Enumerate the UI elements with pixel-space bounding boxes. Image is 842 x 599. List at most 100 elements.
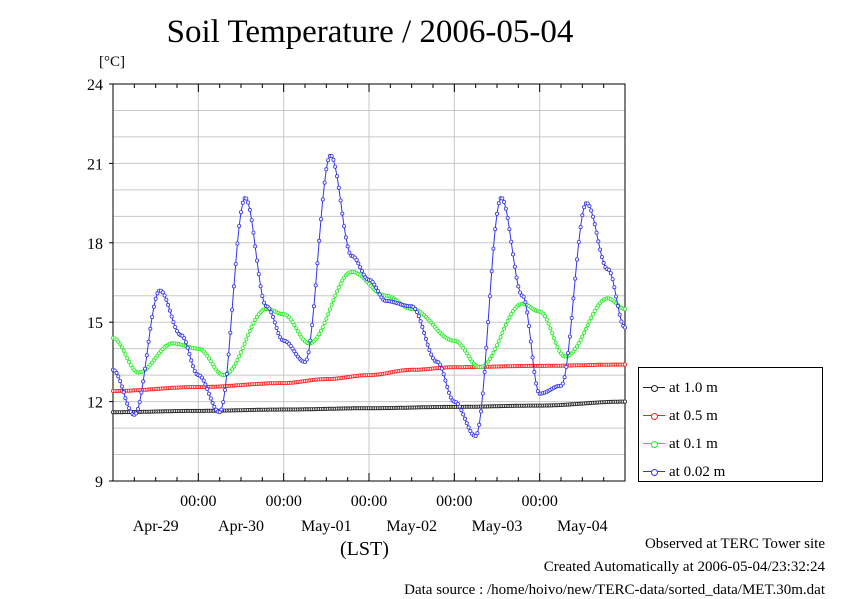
legend-item: at 0.1 m <box>639 430 822 458</box>
data-point <box>464 421 469 426</box>
data-point <box>201 378 206 383</box>
legend-label: at 0.02 m <box>669 463 726 480</box>
data-point <box>127 406 132 411</box>
data-point <box>500 196 505 201</box>
data-point <box>127 359 132 364</box>
footer-observed: Observed at TERC Tower site <box>644 536 825 552</box>
data-point <box>235 358 240 363</box>
data-point <box>591 312 596 317</box>
data-point <box>489 269 494 274</box>
data-point <box>377 292 382 297</box>
data-point <box>414 310 419 315</box>
data-point <box>500 330 505 335</box>
data-point <box>292 349 297 354</box>
data-point <box>534 381 539 386</box>
data-point <box>224 371 229 376</box>
data-point <box>443 378 448 383</box>
data-point <box>575 257 580 262</box>
data-point <box>148 326 153 331</box>
data-point <box>310 322 315 327</box>
data-point <box>498 335 503 340</box>
data-point <box>308 338 313 343</box>
data-point <box>438 362 443 367</box>
data-point <box>550 331 555 336</box>
data-point <box>420 324 425 329</box>
data-point <box>118 379 123 384</box>
data-point <box>171 320 176 325</box>
legend-label: at 1.0 m <box>669 379 718 396</box>
x-time-label: 00:00 <box>351 493 387 510</box>
data-point <box>137 399 142 404</box>
data-point <box>233 361 238 366</box>
data-point <box>253 244 258 249</box>
data-point <box>546 321 551 326</box>
data-point <box>242 341 247 346</box>
data-point <box>246 333 251 338</box>
data-point <box>462 348 467 353</box>
data-point <box>320 197 325 202</box>
data-point <box>247 328 252 333</box>
data-point <box>491 246 496 251</box>
data-point <box>238 210 243 215</box>
data-point <box>144 353 149 358</box>
data-point <box>587 203 592 208</box>
data-point <box>510 252 515 257</box>
data-point <box>617 312 622 317</box>
data-point <box>576 341 581 346</box>
data-point <box>484 345 489 350</box>
data-point <box>231 364 236 369</box>
data-point <box>119 384 124 389</box>
data-point <box>324 316 329 321</box>
data-point <box>338 198 343 203</box>
data-point <box>258 284 263 289</box>
data-point <box>535 389 540 394</box>
data-point <box>125 356 130 361</box>
data-point <box>125 401 130 406</box>
data-point <box>272 320 277 325</box>
data-point <box>121 390 126 395</box>
data-point <box>164 297 169 302</box>
data-point <box>580 334 585 339</box>
data-point <box>269 310 274 315</box>
x-time-label: 00:00 <box>521 493 557 510</box>
data-point <box>336 185 341 190</box>
data-point <box>480 391 485 396</box>
data-point <box>429 352 434 357</box>
data-point <box>230 307 235 312</box>
data-point <box>340 211 345 216</box>
data-point <box>418 319 423 324</box>
data-point <box>494 211 499 216</box>
data-point <box>212 404 217 409</box>
data-point <box>557 348 562 353</box>
data-point <box>254 314 259 319</box>
data-point <box>244 196 249 201</box>
data-point <box>523 300 528 305</box>
data-point <box>528 339 533 344</box>
data-point <box>336 285 341 290</box>
data-point <box>462 416 467 421</box>
data-point <box>482 369 487 374</box>
y-tick-label: 21 <box>87 156 103 173</box>
data-point <box>114 370 119 375</box>
data-point <box>591 214 596 219</box>
data-point <box>459 408 464 413</box>
data-point <box>615 303 620 308</box>
data-point <box>326 312 331 317</box>
y-unit-label: [°C] <box>99 54 125 70</box>
data-point <box>233 261 238 266</box>
data-point <box>532 369 537 374</box>
chart-title: Soil Temperature / 2006-05-04 <box>166 14 574 50</box>
data-point <box>486 320 491 325</box>
legend-label: at 0.1 m <box>669 435 718 452</box>
legend-swatch <box>643 411 665 421</box>
y-tick-label: 15 <box>87 315 103 332</box>
data-point <box>256 272 261 277</box>
data-point <box>153 296 158 301</box>
data-point <box>478 409 483 414</box>
footer-source: Data source : /home/hoivo/new/TERC-data/… <box>404 582 825 598</box>
data-point <box>566 351 571 356</box>
data-point <box>270 314 275 319</box>
data-point <box>274 325 279 330</box>
data-point <box>489 354 494 359</box>
